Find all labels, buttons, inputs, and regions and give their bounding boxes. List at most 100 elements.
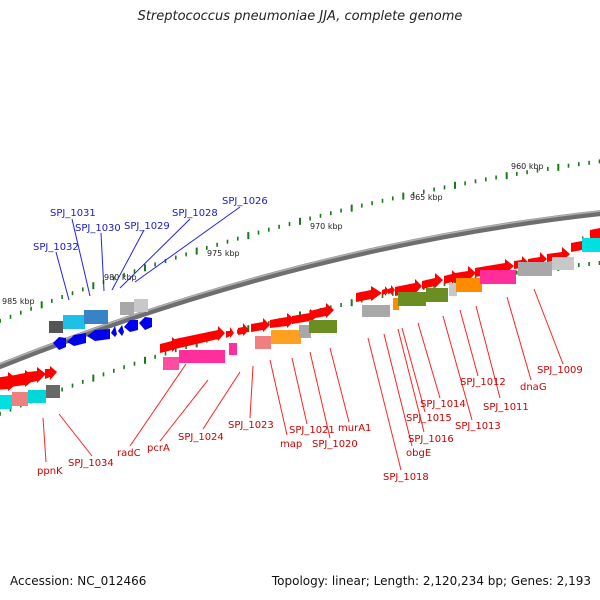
major-tick	[454, 278, 456, 286]
gene-arrow-fwd	[388, 285, 395, 295]
gene-arrow-fwd	[382, 286, 389, 296]
minor-tick	[433, 187, 435, 192]
forward-strand-genes	[0, 228, 600, 409]
minor-tick	[309, 216, 311, 221]
minor-tick	[133, 269, 136, 274]
gene-label-spj1031: SPJ_1031	[50, 208, 96, 219]
minor-tick	[381, 198, 384, 203]
gene-arrow-fwd	[251, 318, 270, 332]
minor-tick	[30, 306, 32, 311]
minor-tick	[485, 177, 487, 182]
gene-arrow-rev	[111, 326, 117, 337]
minor-tick	[340, 208, 342, 213]
gene-arrow-rev	[118, 325, 124, 336]
position-ticks: 960 kbp 965 kbp 970 kbp 975 kbp 980 kbp …	[2, 162, 544, 306]
minor-tick	[71, 291, 74, 296]
tick-label-985: 985 kbp	[2, 297, 35, 306]
gene-arrow-fwd	[28, 367, 46, 383]
major-tick	[350, 204, 353, 212]
minor-tick	[216, 242, 218, 247]
accession-label: Accession: NC_012466	[10, 574, 147, 588]
gene-arrow-rev	[67, 333, 86, 346]
major-tick	[247, 325, 250, 333]
minor-tick	[237, 236, 239, 241]
minor-tick	[412, 191, 415, 196]
minor-tick	[392, 291, 394, 296]
tick-label-980: 980 kbp	[104, 273, 137, 282]
minor-tick	[495, 175, 497, 180]
minor-tick	[113, 276, 115, 281]
minor-tick	[526, 170, 528, 175]
minor-tick	[268, 321, 270, 326]
gene-arrow-fwd	[356, 286, 382, 302]
gene-label-spj1009: SPJ_1009	[537, 365, 583, 376]
minor-tick	[61, 387, 63, 392]
minor-tick	[547, 166, 549, 171]
map-title: Streptococcus pneumoniae JJA, complete g…	[137, 9, 463, 24]
gene-label-dnag: dnaG	[520, 382, 547, 393]
gene-label-mura1: murA1	[338, 423, 371, 434]
gene-label-ppnk: ppnK	[37, 466, 63, 477]
gene-label-spj1034: SPJ_1034	[68, 458, 114, 469]
minor-tick	[226, 239, 229, 244]
gene-label-map: map	[280, 439, 302, 450]
minor-tick	[71, 383, 74, 388]
gene-label-spj1028: SPJ_1028	[172, 208, 218, 219]
minor-tick	[20, 310, 22, 315]
tick-label-960: 960 kbp	[511, 162, 544, 171]
gene-arrow-fwd	[238, 323, 249, 336]
major-tick	[505, 172, 508, 180]
gene-arrow-fwd	[395, 279, 422, 296]
minor-tick	[154, 262, 156, 267]
major-tick	[454, 181, 456, 189]
minor-tick	[392, 196, 394, 201]
minor-tick	[330, 211, 332, 216]
gene-label-spj1018: SPJ_1018	[383, 472, 429, 483]
minor-tick	[102, 372, 105, 377]
minor-tick	[443, 185, 446, 190]
minor-tick	[0, 411, 1, 416]
gene-arrow-rev	[53, 337, 66, 350]
genome-backbone	[0, 210, 600, 370]
major-tick	[144, 264, 146, 272]
minor-tick	[268, 227, 270, 232]
major-tick	[557, 163, 560, 171]
minor-tick	[443, 282, 446, 286]
minor-tick	[123, 365, 125, 370]
gene-label-spj1011: SPJ_1011	[483, 402, 529, 413]
major-tick	[144, 356, 146, 364]
gene-label-spj1029: SPJ_1029	[124, 221, 170, 232]
minor-tick	[340, 303, 342, 307]
minor-tick	[206, 245, 208, 250]
minor-tick	[288, 222, 291, 226]
minor-tick	[423, 189, 425, 194]
minor-tick	[133, 361, 136, 366]
minor-tick	[578, 162, 580, 167]
forward-gene-labels: ppnK SPJ_1034 radC pcrA SPJ_1024 SPJ_102…	[37, 365, 583, 483]
minor-tick	[123, 272, 125, 277]
tick-label-965: 965 kbp	[410, 193, 443, 202]
gene-label-spj1013: SPJ_1013	[455, 421, 501, 432]
tick-label-975: 975 kbp	[207, 249, 240, 258]
gene-label-spj1026: SPJ_1026	[222, 196, 268, 207]
minor-tick	[516, 270, 518, 275]
minor-tick	[9, 407, 12, 412]
gene-label-spj1012: SPJ_1012	[460, 377, 506, 388]
gene-arrow-fwd	[270, 313, 295, 328]
gene-arrow-fwd	[226, 327, 234, 338]
minor-tick	[0, 318, 1, 323]
reverse-leader-lines	[55, 206, 241, 301]
gene-label-spj1020: SPJ_1020	[312, 439, 358, 450]
minor-tick	[578, 263, 580, 268]
gene-label-spj1015: SPJ_1015	[406, 413, 452, 424]
minor-tick	[567, 163, 570, 168]
major-tick	[40, 301, 43, 309]
gene-arrow-fwd	[45, 366, 57, 380]
genome-summary: Topology: linear; Length: 2,120,234 bp; …	[271, 574, 591, 588]
gene-label-spj1021: SPJ_1021	[289, 425, 335, 436]
gene-label-pcra: pcrA	[147, 443, 170, 454]
minor-tick	[175, 255, 177, 260]
minor-tick	[51, 298, 53, 303]
minor-tick	[154, 354, 156, 359]
